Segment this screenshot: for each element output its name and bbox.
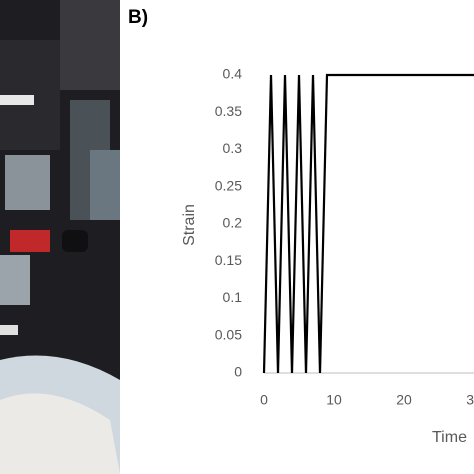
y-tick-label: 0.25	[215, 177, 242, 193]
y-tick-label: 0.15	[215, 252, 242, 268]
y-tick-label: 0.35	[215, 103, 242, 119]
y-tick-label: 0.1	[223, 289, 243, 305]
y-tick-label: 0.3	[223, 140, 243, 156]
y-tick-label: 0.4	[223, 66, 243, 82]
panel-label: B)	[128, 7, 148, 28]
photo	[0, 0, 120, 474]
y-tick-label: 0.05	[215, 326, 242, 342]
x-tick-label: 30	[466, 392, 474, 408]
x-tick-label: 20	[396, 392, 412, 408]
y-tick-label: 0.2	[223, 215, 243, 231]
x-tick-label: 0	[260, 392, 268, 408]
strain-line	[262, 73, 474, 374]
x-tick-label: 10	[326, 392, 342, 408]
x-axis-label: Time	[432, 429, 467, 446]
y-axis-label: Strain	[181, 204, 198, 246]
y-tick-label: 0	[234, 364, 242, 380]
